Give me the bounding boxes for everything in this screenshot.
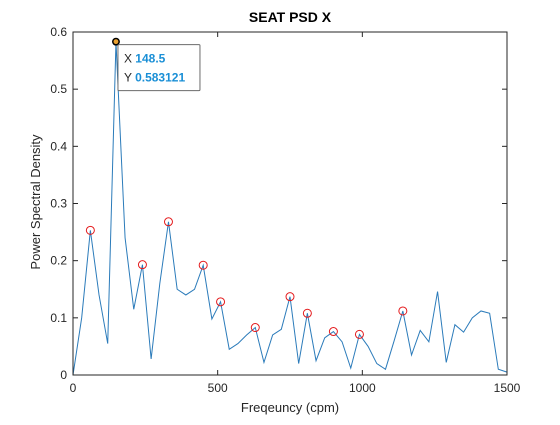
datatip-point [112, 37, 120, 46]
x-axis-label: Freqeuncy (cpm) [241, 400, 339, 415]
x-tick-label: 500 [208, 381, 228, 395]
peak-marker-6 [285, 292, 295, 302]
y-axis-label: Power Spectral Density [28, 134, 43, 270]
plot-area [72, 41, 508, 376]
datatip-box [117, 44, 201, 92]
y-tick-label: 0.5 [50, 82, 67, 96]
datatip-y-label: Y [124, 71, 135, 85]
datatip-x-label: X [124, 52, 135, 66]
datatip-x-value: 148.5 [135, 52, 165, 66]
x-tick-label: 1000 [349, 381, 376, 395]
y-tick-label: 0.2 [50, 254, 67, 268]
peak-marker-9 [354, 329, 364, 339]
peak-marker-5 [250, 323, 260, 333]
datatip-y-row: Y 0.583121 [124, 71, 186, 85]
peak-marker-10 [398, 306, 408, 316]
peak-marker-8 [328, 327, 338, 337]
datatip[interactable]: X 148.5Y 0.583121 [112, 37, 201, 92]
peak-marker-3 [198, 260, 208, 270]
peak-marker-4 [216, 297, 226, 307]
peak-marker-7 [302, 308, 312, 318]
y-tick-label: 0.4 [50, 139, 67, 153]
y-tick-label: 0.1 [50, 311, 67, 325]
y-tick-label: 0.6 [50, 25, 67, 39]
y-tick-label: 0.3 [50, 197, 67, 211]
peak-marker-2 [163, 217, 173, 227]
peak-marker-1 [137, 260, 147, 270]
x-tick-label: 1500 [494, 381, 521, 395]
chart-title: SEAT PSD X [249, 9, 332, 25]
peak-marker-0 [85, 225, 95, 235]
datatip-x-row: X 148.5 [124, 52, 166, 66]
x-tick-label: 0 [70, 381, 77, 395]
y-tick-label: 0 [60, 368, 67, 382]
ticks: 0 500 1000 1500 0 0.1 0.2 0.3 0.4 0.5 0.6 [50, 25, 520, 395]
datatip-y-value: 0.583121 [135, 71, 185, 85]
series-line-0 [72, 41, 508, 376]
